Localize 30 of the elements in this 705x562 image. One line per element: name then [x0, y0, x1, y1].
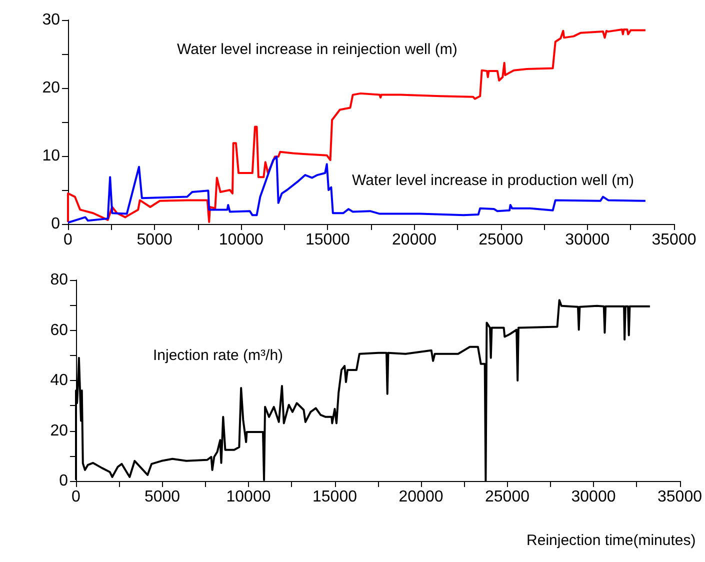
x-tick-label: 15000: [305, 232, 350, 248]
x-tick-label: 35000: [658, 488, 702, 506]
x-tick-label: 10000: [218, 232, 264, 248]
x-tick-label: 20000: [398, 488, 444, 506]
series-label: Injection rate (m³/h): [153, 347, 284, 364]
y-tick-label: 0: [59, 472, 68, 490]
y-tick-label: 40: [50, 372, 68, 389]
y-tick-label: 30: [42, 12, 60, 28]
x-tick-label: 35000: [652, 232, 696, 248]
y-tick-label: 60: [50, 322, 68, 339]
x-tick-label: 5000: [144, 488, 180, 506]
x-tick-label: 25000: [478, 232, 524, 248]
x-tick-label: 30000: [565, 232, 610, 248]
y-tick-label: 20: [42, 80, 60, 96]
x-tick-label: 20000: [392, 232, 437, 248]
line-series: [67, 156, 646, 224]
line-series: [67, 28, 646, 223]
y-tick-label: 80: [50, 272, 68, 288]
y-tick-label: 20: [50, 422, 68, 440]
y-tick-label: 0: [51, 216, 60, 232]
x-tick-label: 10000: [226, 488, 271, 506]
x-tick-label: 0: [72, 488, 81, 506]
x-tick-label: 15000: [312, 488, 358, 506]
x-axis-title: Reinjection time(minutes): [526, 532, 696, 549]
series-label: Water level increase in reinjection well (m): [177, 41, 458, 58]
x-tick-label: 25000: [485, 488, 530, 506]
series-label: Water level increase in production well (m): [352, 172, 634, 189]
y-tick-label: 10: [42, 148, 60, 164]
x-tick-label: 30000: [571, 488, 616, 506]
x-tick-label: 5000: [136, 232, 172, 248]
